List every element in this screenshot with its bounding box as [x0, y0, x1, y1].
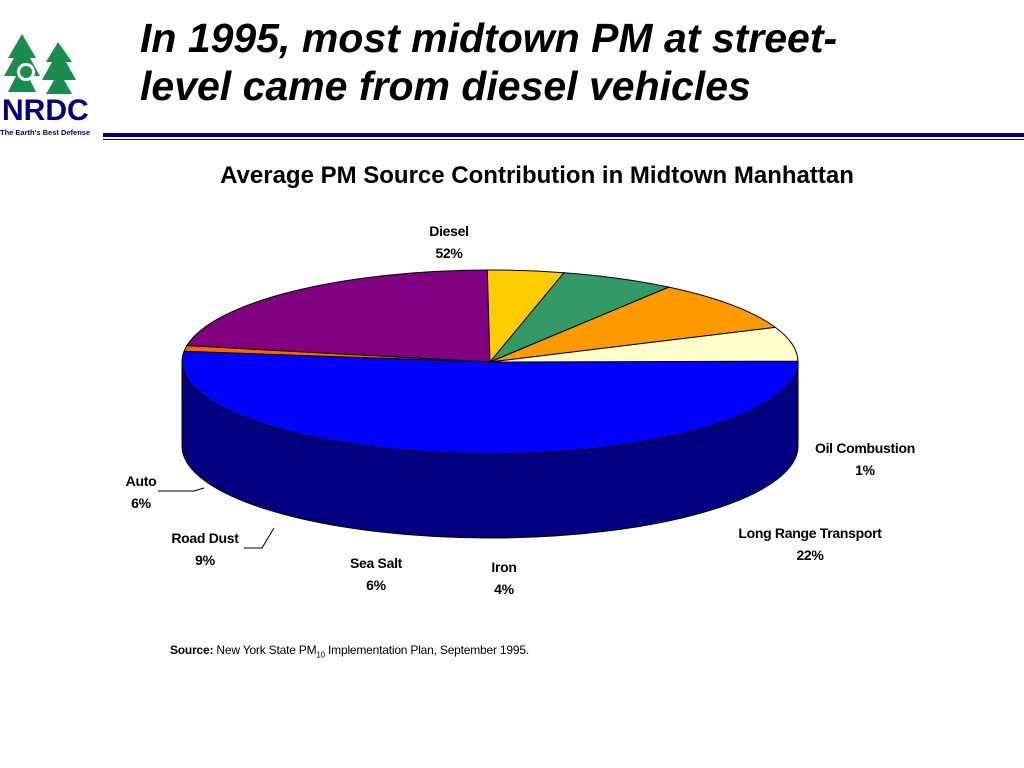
source-text-after: Implementation Plan, September 1995.	[324, 643, 529, 657]
leader-line-auto	[158, 487, 205, 492]
source-text-before: New York State PM	[216, 643, 317, 657]
nrdc-logo: NRDC The Earth's Best Defense	[0, 34, 90, 137]
leader-line-road-dust	[244, 527, 275, 549]
slide-title-line-1: In 1995, most midtown PM at street-	[140, 15, 838, 61]
slice-label-iron-value: 4%	[494, 581, 514, 597]
pie-tops	[181, 269, 799, 455]
slice-label-road-dust-value: 9%	[195, 552, 215, 568]
slice-label-long-range-transport-value: 22%	[796, 547, 824, 563]
slice-label-long-range-transport: Long Range Transport 22%	[720, 522, 900, 566]
slice-label-oil-combustion: Oil Combustion 1%	[800, 437, 930, 481]
slice-label-oil-combustion-name: Oil Combustion	[814, 440, 915, 456]
pie-slice-long-range-transport	[186, 269, 491, 363]
slice-label-diesel: Diesel 52%	[399, 220, 499, 264]
pie-slice-auto	[489, 326, 799, 363]
slice-label-diesel-value: 52%	[435, 245, 463, 261]
slice-label-iron: Iron 4%	[472, 556, 536, 600]
slice-label-sea-salt: Sea Salt 6%	[331, 552, 421, 596]
slice-label-sea-salt-value: 6%	[366, 577, 386, 593]
source-label: Source:	[170, 643, 214, 657]
slice-label-road-dust-name: Road Dust	[171, 530, 239, 546]
source-note: Source: New York State PM10 Implementati…	[170, 643, 529, 659]
slice-label-auto-name: Auto	[125, 473, 157, 489]
tree-icon	[4, 34, 76, 94]
slide-title: In 1995, most midtown PM at street- leve…	[140, 14, 1000, 110]
chart-title: Average PM Source Contribution in Midtow…	[220, 162, 854, 189]
slice-label-auto: Auto 6%	[115, 470, 167, 514]
label-leader-lines	[158, 487, 275, 549]
slice-label-road-dust: Road Dust 9%	[159, 527, 251, 571]
slice-label-long-range-transport-name: Long Range Transport	[738, 525, 882, 541]
source-subscript: 10	[316, 650, 325, 660]
pie-slice-diesel	[181, 350, 799, 455]
slice-label-oil-combustion-value: 1%	[855, 462, 875, 478]
slice-label-iron-name: Iron	[491, 559, 517, 575]
slide-title-line-2: level came from diesel vehicles	[140, 63, 751, 109]
slice-label-sea-salt-name: Sea Salt	[349, 555, 403, 571]
title-divider-thin	[103, 139, 1024, 140]
pie-slice-road-dust	[489, 286, 777, 363]
title-divider	[103, 133, 1024, 137]
logo-wordmark: NRDC	[2, 94, 89, 127]
slice-label-diesel-name: Diesel	[429, 223, 469, 239]
logo-tagline: The Earth's Best Defense	[0, 128, 90, 137]
slice-label-auto-value: 6%	[131, 495, 151, 511]
